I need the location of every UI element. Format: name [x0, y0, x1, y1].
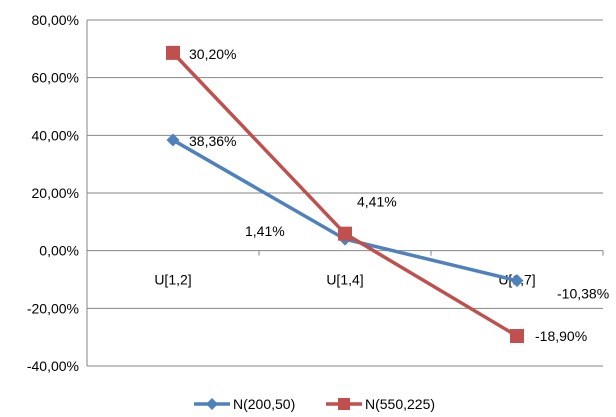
- data-point-square: [166, 45, 180, 60]
- data-label: 4,41%: [357, 194, 397, 210]
- y-tick-label: 80,00%: [32, 12, 79, 28]
- series-layer: [166, 45, 524, 344]
- data-label: -10,38%: [557, 286, 609, 302]
- data-point-square: [510, 329, 524, 344]
- y-tick-label: -20,00%: [27, 300, 79, 316]
- y-gridlines: [86, 19, 604, 367]
- data-point-diamond: [166, 133, 180, 147]
- data-point-diamond: [510, 274, 524, 288]
- data-labels: 38,36% 1,41% -10,38% 30,20% 4,41% -18,90%: [189, 46, 609, 344]
- data-point-square: [338, 226, 352, 241]
- legend-marker-diamond: [206, 398, 218, 410]
- y-tick-label: -40,00%: [27, 358, 79, 374]
- x-axis-tick-labels: U[1,2]U[1,4]U[1,7]: [154, 272, 535, 288]
- data-label: 38,36%: [189, 133, 236, 149]
- series-line: [171, 51, 518, 338]
- data-label: 30,20%: [189, 46, 236, 62]
- series-line: [172, 138, 518, 283]
- data-label: -18,90%: [535, 328, 587, 344]
- legend-marker-square: [338, 398, 350, 410]
- y-tick-label: 60,00%: [32, 70, 79, 86]
- y-axis-tick-labels: 80,00% 60,00% 40,00% 20,00% 0,00% -20,00% -40,…: [27, 12, 79, 374]
- x-tick-label: U[1,2]: [154, 272, 191, 288]
- y-tick-label: 20,00%: [32, 185, 79, 201]
- legend-label: N(550,225): [365, 396, 435, 412]
- legend: N(200,50) N(550,225): [194, 396, 435, 412]
- legend-label: N(200,50): [233, 396, 295, 412]
- x-tick-label: U[1,4]: [326, 272, 363, 288]
- y-tick-label: 0,00%: [39, 243, 79, 259]
- y-tick-label: 40,00%: [32, 127, 79, 143]
- data-label: 1,41%: [245, 223, 285, 239]
